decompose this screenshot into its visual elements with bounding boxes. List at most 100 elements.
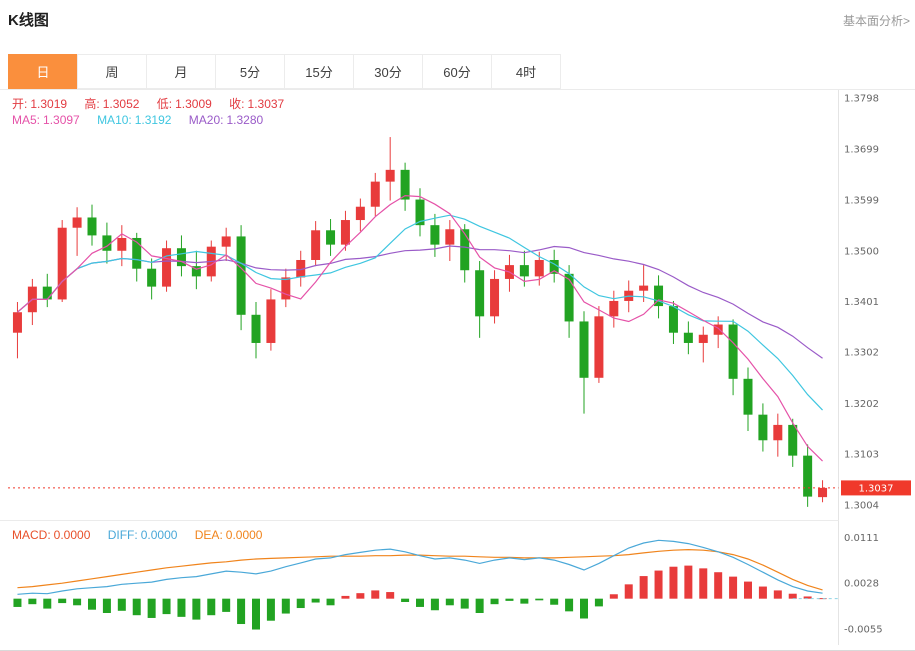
candle-body: [445, 229, 455, 245]
macd-bar: [371, 590, 380, 599]
macd-bar: [624, 584, 633, 599]
tab-4hour[interactable]: 4时: [491, 54, 561, 89]
page-title: K线图: [8, 12, 49, 29]
candle-body: [236, 236, 246, 315]
candle-body: [42, 286, 52, 300]
candle-body: [818, 487, 828, 498]
tab-60min[interactable]: 60分: [422, 54, 492, 89]
candle-body: [803, 455, 813, 497]
macd-bar: [565, 598, 574, 612]
macd-bar: [758, 586, 767, 599]
candle-body: [12, 312, 22, 333]
macd-bar: [729, 576, 738, 599]
candle-body: [743, 378, 753, 415]
candle-body: [490, 278, 500, 317]
tab-month[interactable]: 月: [146, 54, 216, 89]
widget-header: K线图 基本面分析>: [0, 0, 915, 32]
legend-dea: DEA: 0.0000: [194, 528, 263, 542]
last-price-tag: [841, 480, 911, 496]
candle-body: [176, 248, 186, 267]
legend-ma5: MA5: 1.3097: [12, 113, 80, 127]
macd-bar: [669, 566, 678, 599]
macd-bar: [222, 598, 231, 612]
macd-bar: [177, 598, 186, 617]
legend-macd: MACD: 0.0000: [12, 528, 91, 542]
candle-body: [788, 424, 798, 456]
macd-bar: [386, 592, 395, 599]
candle-body: [758, 414, 768, 441]
candle-body: [147, 268, 157, 287]
legend-low: 低: 1.3009: [156, 97, 212, 111]
macd-bar: [117, 598, 126, 611]
ma10-line: [17, 214, 823, 411]
legend-ma10: MA10: 1.3192: [97, 113, 172, 127]
candle-body: [370, 181, 380, 207]
legend-close: 收: 1.3037: [229, 97, 285, 111]
price-axis-label: 1.3004: [844, 500, 879, 511]
macd-bar: [28, 598, 37, 605]
candle-body: [355, 206, 365, 221]
macd-bar: [43, 598, 52, 609]
candle-body: [326, 230, 336, 245]
tab-30min[interactable]: 30分: [353, 54, 423, 89]
candle-body: [460, 229, 470, 271]
candle-body: [251, 314, 261, 343]
candle-body: [385, 169, 395, 182]
price-axis-label: 1.3302: [844, 348, 879, 359]
macd-bar: [684, 565, 693, 599]
macd-legend: MACD: 0.0000 DIFF: 0.0000 DEA: 0.0000: [12, 528, 276, 542]
macd-bar: [654, 570, 663, 599]
candle-body: [102, 235, 112, 251]
candle-body: [475, 270, 485, 317]
candle-body: [266, 299, 276, 343]
candle-body: [773, 424, 783, 441]
macd-bar: [132, 598, 141, 616]
candle-body: [579, 321, 589, 378]
candle-body: [519, 265, 529, 277]
macd-bar: [207, 598, 216, 616]
candle-body: [639, 285, 649, 291]
macd-bar: [699, 568, 708, 599]
timeframe-tabs: 日 周 月 5分 15分 30分 60分 4时: [0, 54, 915, 90]
macd-bar: [296, 598, 305, 609]
macd-bar: [162, 598, 171, 615]
tab-15min[interactable]: 15分: [284, 54, 354, 89]
macd-bar: [490, 598, 499, 605]
macd-axis-label: 0.0111: [844, 533, 879, 544]
macd-bar: [788, 593, 797, 599]
candle-body: [564, 273, 574, 322]
macd-bar: [88, 598, 96, 610]
tab-week[interactable]: 周: [77, 54, 147, 89]
candle-body: [296, 259, 306, 278]
macd-bar: [445, 598, 454, 606]
macd-bar: [73, 598, 82, 606]
candle-body: [534, 259, 544, 277]
last-price-value: 1.3037: [859, 483, 894, 494]
candle-body: [594, 316, 604, 378]
tab-day[interactable]: 日: [8, 54, 78, 89]
candle-body: [683, 332, 693, 343]
macd-bar: [311, 598, 320, 603]
price-axis-label: 1.3798: [844, 94, 879, 105]
candle-body: [311, 230, 321, 260]
candle-body: [713, 324, 723, 335]
macd-axis-label: 0.0028: [844, 579, 879, 590]
macd-axis-label: -0.0055: [844, 624, 883, 635]
legend-high: 高: 1.3052: [84, 97, 140, 111]
macd-bar: [773, 590, 782, 599]
macd-bar: [505, 598, 514, 601]
candle-body: [415, 199, 425, 226]
tab-5min[interactable]: 5分: [215, 54, 285, 89]
macd-bar: [609, 594, 618, 599]
candle-body: [281, 277, 291, 300]
macd-bar: [281, 598, 290, 614]
candle-body: [340, 220, 350, 245]
candle-body: [117, 237, 127, 251]
macd-bar: [520, 598, 529, 604]
legend-diff: DIFF: 0.0000: [107, 528, 178, 542]
candle-body: [57, 227, 67, 300]
candle-body: [698, 334, 708, 343]
candle-body: [132, 237, 142, 269]
fundamental-analysis-link[interactable]: 基本面分析>: [842, 14, 910, 28]
